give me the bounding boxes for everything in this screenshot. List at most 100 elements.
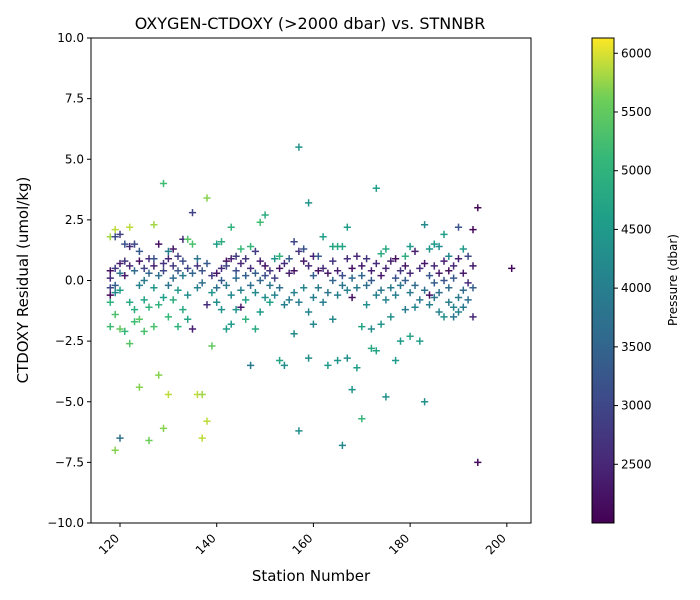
data-point [387,313,395,321]
colorbar-tick-label: 4500 [621,222,652,236]
data-point [121,257,129,265]
data-point [164,255,172,263]
data-point [343,354,351,362]
data-point [401,252,409,260]
data-point [300,284,308,292]
data-point [392,255,400,263]
data-point [425,272,434,280]
data-point [106,274,114,282]
data-point [454,308,463,316]
x-axis-title: Station Number [252,567,371,585]
data-point [213,240,221,248]
data-point [343,223,351,231]
data-point [159,267,168,275]
data-point [454,293,463,302]
data-point [367,267,375,275]
data-point [421,398,429,406]
x-tick-label: 160 [289,531,315,557]
data-point [338,441,346,449]
colorbar-tick-label: 3500 [621,340,652,354]
data-point [174,286,182,294]
chart-title: OXYGEN-CTDOXY (>2000 dbar) vs. STNNBR [135,14,486,33]
data-point [227,320,235,328]
y-tick-label: −7.5 [55,455,84,469]
data-point [106,298,114,306]
data-point [116,230,124,238]
data-point [430,279,438,287]
data-point [508,264,516,272]
data-point [179,257,187,265]
data-point [261,211,269,219]
data-point [174,323,182,331]
data-point [169,262,177,270]
data-point [203,301,211,309]
data-point [198,390,206,399]
data-point [324,361,332,369]
data-point [469,262,477,270]
data-point [425,301,434,309]
y-axis-title: CTDOXY Residual (umol/kg) [14,177,32,384]
data-point [116,259,124,268]
data-point [155,371,163,379]
data-point [348,386,356,394]
data-point [222,281,230,289]
data-point [425,291,434,299]
data-point [184,235,192,243]
data-point [155,272,163,280]
y-tick-label: 10.0 [57,31,84,45]
data-point [440,313,448,321]
data-point [164,247,172,255]
data-point [116,286,124,294]
data-point [411,281,419,289]
data-point [276,264,284,272]
data-point [155,240,163,248]
data-point [111,233,119,241]
y-tick-label: 7.5 [65,92,84,106]
data-point [276,356,284,365]
data-point [193,255,201,263]
data-point [106,323,114,331]
data-point [164,390,172,399]
data-point [280,301,288,309]
data-point [217,276,226,285]
data-point [305,308,313,316]
data-point [367,344,375,352]
data-point [242,296,250,304]
data-point [396,267,405,275]
data-point [314,267,322,275]
data-point [188,325,197,333]
data-point [469,226,477,234]
data-point [116,325,124,333]
data-point [396,337,405,345]
data-point [169,245,177,253]
data-point [319,298,327,306]
data-point [130,267,139,275]
data-point [150,262,158,270]
colorbar: 2500 3000 3500 4000 4500 5000 5500 6000 Pressur… [591,37,680,524]
data-point [416,337,424,345]
data-point [421,259,429,268]
data-point [179,272,187,280]
data-point [276,252,284,260]
data-point [203,259,211,268]
data-point [280,259,288,268]
x-tick-label: 180 [386,531,412,557]
data-point [285,296,293,304]
data-point [387,257,395,265]
data-point [217,264,226,272]
data-point [198,279,206,287]
data-point [367,276,375,285]
y-tick-label: 5.0 [65,152,84,166]
data-point [338,281,346,289]
data-point [416,264,424,272]
data-point [421,221,429,229]
x-axis: 120 140 160 180 200 [96,523,509,557]
data-point [213,284,221,292]
data-point [406,289,414,297]
data-point [295,143,303,151]
data-point [188,269,197,277]
data-point [435,289,443,297]
data-point [256,218,264,226]
data-point [203,417,211,425]
data-point [290,238,298,246]
